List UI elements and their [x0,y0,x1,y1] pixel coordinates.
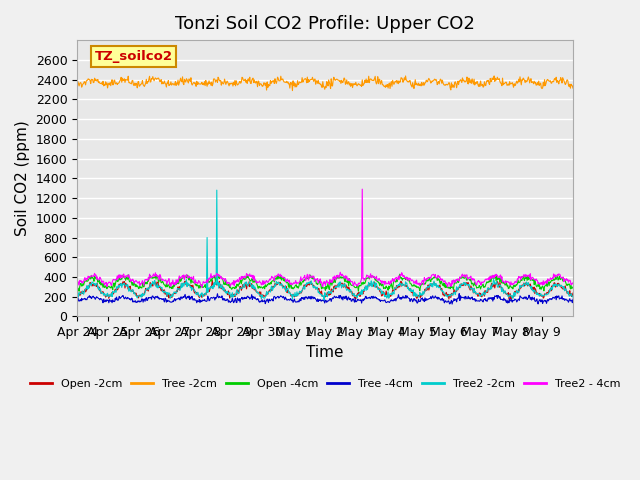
Text: TZ_soilco2: TZ_soilco2 [95,50,173,63]
Y-axis label: Soil CO2 (ppm): Soil CO2 (ppm) [15,120,30,236]
Legend: Open -2cm, Tree -2cm, Open -4cm, Tree -4cm, Tree2 -2cm, Tree2 - 4cm: Open -2cm, Tree -2cm, Open -4cm, Tree -4… [25,375,625,394]
X-axis label: Time: Time [307,345,344,360]
Title: Tonzi Soil CO2 Profile: Upper CO2: Tonzi Soil CO2 Profile: Upper CO2 [175,15,475,33]
